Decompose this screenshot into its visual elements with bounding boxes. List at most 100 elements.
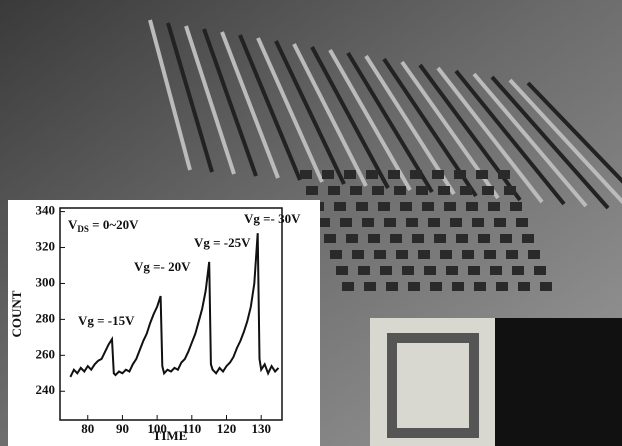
pad xyxy=(344,170,356,179)
vds-sub: DS xyxy=(77,224,89,234)
y-tick-label: 260 xyxy=(36,346,56,361)
x-tick-label: 110 xyxy=(182,421,201,436)
pad xyxy=(386,282,398,291)
pad xyxy=(334,202,346,211)
vds-label: VDS = 0~20V xyxy=(68,217,139,234)
pad xyxy=(456,234,468,243)
probe-comb xyxy=(148,19,622,291)
pad xyxy=(358,266,370,275)
pad xyxy=(490,266,502,275)
pad xyxy=(416,186,428,195)
pad xyxy=(498,170,510,179)
pad xyxy=(428,218,440,227)
pad xyxy=(450,218,462,227)
probe-pin xyxy=(220,31,280,179)
pad xyxy=(540,282,552,291)
pad xyxy=(350,186,362,195)
probe-pin xyxy=(274,40,346,185)
x-tick-label: 90 xyxy=(116,421,129,436)
probe-pin xyxy=(292,43,368,187)
probe-pin xyxy=(184,25,236,175)
pad xyxy=(528,250,540,259)
pad xyxy=(516,218,528,227)
pad xyxy=(418,250,430,259)
pad xyxy=(324,234,336,243)
x-tick-label: 100 xyxy=(147,421,167,436)
pad xyxy=(306,186,318,195)
pad xyxy=(452,282,464,291)
probe-pin xyxy=(490,75,610,210)
pad xyxy=(462,250,474,259)
y-tick-label: 340 xyxy=(36,203,56,218)
pad xyxy=(330,250,342,259)
y-tick-label: 300 xyxy=(36,274,56,289)
pad xyxy=(340,218,352,227)
probe-pin xyxy=(238,34,302,181)
pad xyxy=(512,266,524,275)
pad xyxy=(328,186,340,195)
pad xyxy=(474,282,486,291)
pad xyxy=(534,266,546,275)
vds-main: V xyxy=(68,217,78,232)
pad xyxy=(364,282,376,291)
pad xyxy=(430,282,442,291)
pad xyxy=(300,170,312,179)
pad xyxy=(346,234,358,243)
pad xyxy=(432,170,444,179)
pad xyxy=(402,266,414,275)
x-tick-label: 120 xyxy=(217,421,237,436)
pad xyxy=(372,186,384,195)
probe-pin xyxy=(454,69,566,206)
peak-annotation: Vg =- 30V xyxy=(244,211,301,226)
pad xyxy=(504,186,516,195)
pad xyxy=(388,170,400,179)
pad xyxy=(482,186,494,195)
pad xyxy=(494,218,506,227)
y-axis-label: COUNT xyxy=(9,290,24,337)
probe-pin xyxy=(472,72,588,208)
pad xyxy=(342,282,354,291)
pad xyxy=(522,234,534,243)
pad xyxy=(478,234,490,243)
probe-pin xyxy=(436,66,544,204)
pad xyxy=(318,218,330,227)
pad xyxy=(460,186,472,195)
pad xyxy=(394,186,406,195)
pad xyxy=(440,250,452,259)
probe-pin xyxy=(346,51,434,194)
y-tick-label: 320 xyxy=(36,239,56,254)
probe-pin xyxy=(310,46,390,189)
probe-pin xyxy=(526,81,622,184)
pad xyxy=(510,202,522,211)
x-tick-label: 80 xyxy=(81,421,94,436)
probe-pin xyxy=(148,19,192,171)
pad xyxy=(406,218,418,227)
x-tick-label: 130 xyxy=(251,421,271,436)
pad xyxy=(384,218,396,227)
peak-annotation: Vg =- 20V xyxy=(134,259,191,274)
pad xyxy=(422,202,434,211)
probe-pin xyxy=(508,78,622,205)
pad xyxy=(390,234,402,243)
probe-pin xyxy=(166,22,214,173)
peak-annotation: Vg = -25V xyxy=(194,235,251,250)
pad xyxy=(444,202,456,211)
pad xyxy=(374,250,386,259)
y-tick-label: 280 xyxy=(36,310,56,325)
pad xyxy=(488,202,500,211)
plot-frame xyxy=(59,207,283,421)
pad xyxy=(472,218,484,227)
pad xyxy=(366,170,378,179)
pad xyxy=(434,234,446,243)
probe-pin xyxy=(328,49,412,191)
pad xyxy=(506,250,518,259)
pad xyxy=(408,282,420,291)
pad xyxy=(400,202,412,211)
device-frame xyxy=(387,333,479,438)
pad xyxy=(380,266,392,275)
pad xyxy=(410,170,422,179)
pad xyxy=(484,250,496,259)
pad xyxy=(446,266,458,275)
pad xyxy=(378,202,390,211)
